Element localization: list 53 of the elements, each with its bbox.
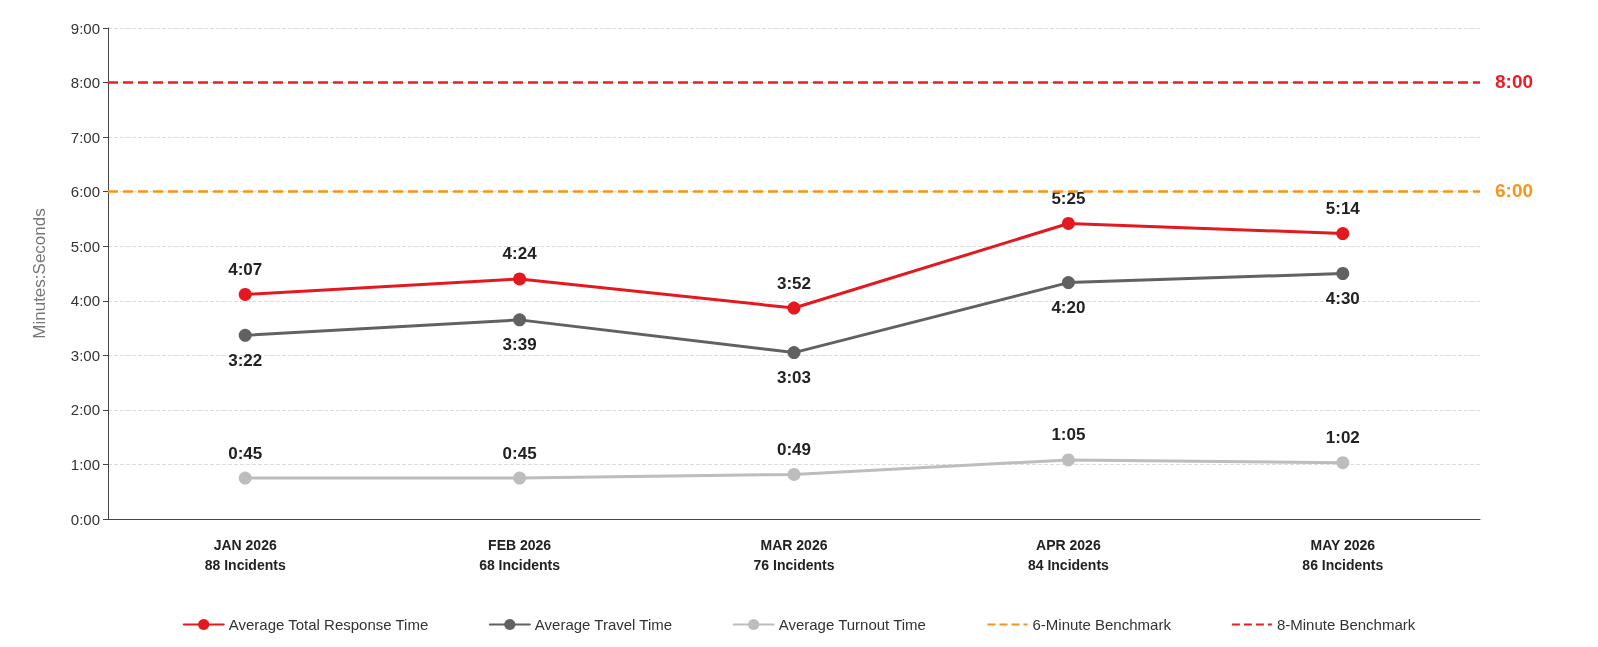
point: [238, 471, 252, 485]
legend-label: 6-Minute Benchmark: [1032, 616, 1172, 633]
legend-label: Average Travel Time: [534, 616, 673, 633]
y-tick-label: 7:00: [70, 128, 100, 146]
point: [513, 471, 527, 485]
point: [1061, 216, 1075, 230]
data-label: 4:20: [1051, 298, 1086, 318]
y-axis-title: Minutes:Seconds: [30, 208, 49, 339]
data-label: 3:52: [776, 273, 812, 293]
legend-label: 8-Minute Benchmark: [1276, 616, 1416, 633]
y-tick-label: 6:00: [70, 183, 100, 201]
data-label: 3:03: [776, 368, 812, 388]
y-tick-label: 0:00: [70, 510, 100, 528]
x-tick-label: APR 2026 84 Incidents: [1027, 537, 1110, 573]
x-tick-label: FEB 2026 68 Incidents: [479, 537, 561, 573]
point: [1336, 456, 1350, 470]
point: [238, 287, 252, 301]
point: [1061, 453, 1075, 467]
y-tick-label: 8:00: [70, 74, 100, 92]
data-label: 1:02: [1325, 428, 1360, 448]
point: [238, 328, 252, 342]
text: 6:00: [1495, 179, 1534, 201]
data-label: 5:25: [1051, 188, 1086, 208]
data-label: 4:24: [502, 244, 538, 264]
data-label: 3:39: [502, 335, 537, 355]
point: [513, 272, 527, 286]
x-tick-label: MAR 2026 76 Incidents: [753, 537, 835, 573]
point: [1061, 276, 1075, 290]
point: [787, 301, 801, 315]
data-label: 0:49: [776, 439, 812, 459]
point: [787, 346, 801, 360]
data-label: 4:30: [1325, 289, 1360, 308]
data-label: 0:45: [502, 443, 537, 463]
point: [787, 467, 801, 481]
y-tick-label: 2:00: [70, 401, 100, 419]
data-label: 3:22: [228, 350, 263, 370]
point: [1336, 227, 1350, 241]
y-tick-label: 1:00: [70, 455, 100, 473]
point: [513, 313, 527, 327]
x-tick-label: MAY 2026 86 Incidents: [1302, 537, 1384, 573]
x-tick-label: JAN 2026 88 Incidents: [204, 537, 286, 573]
data-label: 4:07: [228, 259, 263, 279]
data-label: 0:45: [228, 443, 263, 463]
legend-label: Average Turnout Time: [778, 616, 926, 633]
point: [1336, 267, 1350, 280]
y-tick-label: 3:00: [70, 346, 100, 364]
data-label: 1:05: [1051, 425, 1086, 445]
y-tick-label: 5:00: [70, 237, 100, 255]
data-label: 5:14: [1325, 199, 1361, 219]
y-tick-label: 9:00: [70, 19, 100, 37]
legend-label: Average Total Response Time: [228, 616, 429, 633]
text: 8:00: [1495, 70, 1534, 92]
y-tick-label: 4:00: [70, 292, 100, 310]
